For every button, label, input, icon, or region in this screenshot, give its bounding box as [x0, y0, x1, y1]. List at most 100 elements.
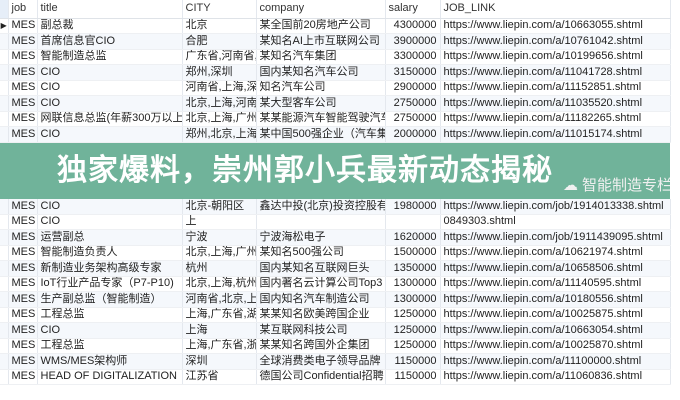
cell-salary[interactable]: 2750000 [385, 95, 441, 112]
cell-city[interactable]: 郑州,北京,上海 [182, 126, 257, 143]
cell-title[interactable]: 智能制造负责人 [37, 245, 183, 261]
cell-job_link[interactable]: https://www.liepin.com/a/11182265.shtml [440, 111, 671, 127]
cell-job[interactable]: MES [8, 229, 38, 246]
cell-title[interactable]: CIO [37, 95, 183, 112]
cell-company[interactable]: 某某能源汽车智能驾驶汽车集 [256, 111, 386, 127]
cell-job[interactable]: MES [8, 322, 38, 339]
cell-job_link[interactable]: https://www.liepin.com/a/10025875.shtml [440, 307, 671, 323]
column-header-job[interactable]: job [8, 0, 38, 19]
cell-title[interactable]: CIO [37, 198, 183, 215]
table-row[interactable]: MES CIO 郑州,深圳 国内某知名汽车公司 3150000 https://www.l… [0, 64, 671, 81]
cell-salary[interactable]: 4300000 [385, 18, 441, 34]
cell-city[interactable]: 北京,上海,杭州 [182, 276, 257, 292]
results-grid[interactable]: job title CITY company salary JOB_LINK ▶ MES 副总… [0, 0, 671, 385]
cell-city[interactable]: 杭州 [182, 260, 257, 277]
cell-job[interactable]: MES [8, 49, 38, 65]
cell-job[interactable]: MES [8, 111, 38, 127]
cell-salary[interactable]: 1980000 [385, 198, 441, 215]
cell-company[interactable]: 国内知名汽车制造公司 [256, 291, 386, 308]
cell-job_link[interactable]: https://www.liepin.com/a/11152851.shtml [440, 80, 671, 96]
cell-job[interactable]: MES [8, 276, 38, 292]
cell-salary[interactable] [385, 214, 441, 230]
cell-city[interactable]: 北京 [182, 18, 257, 34]
cell-company[interactable]: 国内某知名互联网巨头 [256, 260, 386, 277]
cell-city[interactable]: 北京,上海,河南省 [182, 95, 257, 112]
cell-company[interactable]: 某互联网科技公司 [256, 322, 386, 339]
table-row[interactable]: MES 运营副总 宁波 宁波海松电子 1620000 https://www.liepin… [0, 229, 671, 246]
cell-job[interactable]: MES [8, 80, 38, 96]
cell-job_link[interactable]: https://www.liepin.com/a/11041728.shtml [440, 64, 671, 81]
cell-company[interactable]: 某知名500强公司 [256, 245, 386, 261]
cell-salary[interactable]: 1250000 [385, 322, 441, 339]
cell-company[interactable]: 某大型客车公司 [256, 95, 386, 112]
cell-job_link[interactable]: https://www.liepin.com/a/11035520.shtml [440, 95, 671, 112]
cell-city[interactable]: 上海,广东省,湖北 [182, 307, 257, 323]
cell-title[interactable]: HEAD OF DIGITALIZATION [37, 369, 183, 385]
table-row[interactable]: MES工程总监上海,广东省,湖北某某知名欧美跨国企业1250000https:/… [0, 307, 671, 323]
cell-company[interactable]: 某知名AI上市互联网公司 [256, 33, 386, 50]
cell-title[interactable]: CIO [37, 214, 183, 230]
cell-city[interactable]: 北京-朝阳区 [182, 198, 257, 215]
cell-city[interactable]: 北京,上海,广州 [182, 111, 257, 127]
cell-job_link[interactable]: https://www.liepin.com/a/11100000.shtml [440, 353, 671, 370]
cell-salary[interactable]: 1150000 [385, 369, 441, 385]
column-header-title[interactable]: title [37, 0, 183, 19]
cell-company[interactable]: 全球消费类电子领导品牌 [256, 353, 386, 370]
cell-city[interactable]: 广东省,河南省,江 [182, 49, 257, 65]
cell-title[interactable]: 智能制造总监 [37, 49, 183, 65]
cell-title[interactable]: IoT行业产品专家（P7-P10) [37, 276, 183, 292]
cell-salary[interactable]: 1500000 [385, 245, 441, 261]
cell-job[interactable]: MES [8, 18, 38, 34]
cell-salary[interactable]: 3300000 [385, 49, 441, 65]
cell-title[interactable]: 生产副总监（智能制造） [37, 291, 183, 308]
table-row[interactable]: MES生产副总监（智能制造）河南省,北京,上海国内知名汽车制造公司1300000… [0, 291, 671, 308]
cell-title[interactable]: 新制造业务架构高级专家 [37, 260, 183, 277]
cell-title[interactable]: CIO [37, 126, 183, 143]
cell-job_link[interactable]: https://www.liepin.com/a/10663055.shtml [440, 18, 671, 34]
cell-job[interactable]: MES [8, 245, 38, 261]
cell-job_link[interactable]: https://www.liepin.com/a/11140595.shtml [440, 276, 671, 292]
cell-job_link[interactable]: https://www.liepin.com/a/10025870.shtml [440, 338, 671, 354]
cell-job[interactable]: MES [8, 307, 38, 323]
cell-job_link[interactable]: https://www.liepin.com/a/10663054.shtml [440, 322, 671, 339]
cell-company[interactable]: 某全国前20房地产公司 [256, 18, 386, 34]
table-row[interactable]: MES HEAD OF DIGITALIZATION 江苏省 德国公司Confiden… [0, 369, 671, 385]
cell-company[interactable]: 知名汽车公司 [256, 80, 386, 96]
cell-job[interactable]: MES [8, 369, 38, 385]
cell-job[interactable]: MES [8, 95, 38, 112]
table-row[interactable]: ▶ MES 副总裁 北京 某全国前20房地产公司 4300000 https://www.l… [0, 18, 671, 34]
cell-salary[interactable]: 1620000 [385, 229, 441, 246]
cell-job[interactable]: MES [8, 33, 38, 50]
cell-job[interactable]: MES [8, 198, 38, 215]
column-header-salary[interactable]: salary [385, 0, 441, 19]
cell-company[interactable]: 国内著名云计算公司Top3 [256, 276, 386, 292]
cell-title[interactable]: 运营副总 [37, 229, 183, 246]
cell-city[interactable]: 宁波 [182, 229, 257, 246]
cell-title[interactable]: 副总裁 [37, 18, 183, 34]
cell-company[interactable]: 德国公司Confidential招聘 [256, 369, 386, 385]
cell-job_link[interactable]: https://www.liepin.com/a/10658506.shtml [440, 260, 671, 277]
table-row[interactable]: MESCIO河南省,上海,深圳知名汽车公司2900000https://www.… [0, 80, 671, 96]
cell-title[interactable]: CIO [37, 64, 183, 81]
cell-title[interactable]: WMS/MES架构师 [37, 353, 183, 370]
cell-salary[interactable]: 3150000 [385, 64, 441, 81]
cell-city[interactable]: 上海 [182, 322, 257, 339]
table-row[interactable]: MES 新制造业务架构高级专家 杭州 国内某知名互联网巨头 1350000 https:/… [0, 260, 671, 277]
cell-job_link[interactable]: https://www.liepin.com/job/1911439095.sh… [440, 229, 671, 246]
column-header-company[interactable]: company [256, 0, 386, 19]
cell-company[interactable]: 国内某知名汽车公司 [256, 64, 386, 81]
cell-job[interactable]: MES [8, 126, 38, 143]
cell-city[interactable]: 河南省,上海,深圳 [182, 80, 257, 96]
cell-job[interactable]: MES [8, 338, 38, 354]
cell-city[interactable]: 河南省,北京,上海 [182, 291, 257, 308]
cell-job[interactable]: MES [8, 64, 38, 81]
cell-city[interactable]: 上 [182, 214, 257, 230]
table-row[interactable]: MES工程总监上海,广东省,浙江某某知名跨国外企集团1250000https:/… [0, 338, 671, 354]
cell-job_link[interactable]: https://www.liepin.com/job/1914013338.sh… [440, 198, 671, 215]
cell-company[interactable]: 宁波海松电子 [256, 229, 386, 246]
cell-job_link[interactable]: https://www.liepin.com/a/10621974.shtml [440, 245, 671, 261]
column-header-city[interactable]: CITY [182, 0, 257, 19]
table-row[interactable]: MES智能制造总监广东省,河南省,江某知名汽车集团3300000https://… [0, 49, 671, 65]
table-row[interactable]: MES网联信息总监(年薪300万以上)北京,上海,广州某某能源汽车智能驾驶汽车集… [0, 111, 671, 127]
cell-salary[interactable]: 2000000 [385, 126, 441, 143]
